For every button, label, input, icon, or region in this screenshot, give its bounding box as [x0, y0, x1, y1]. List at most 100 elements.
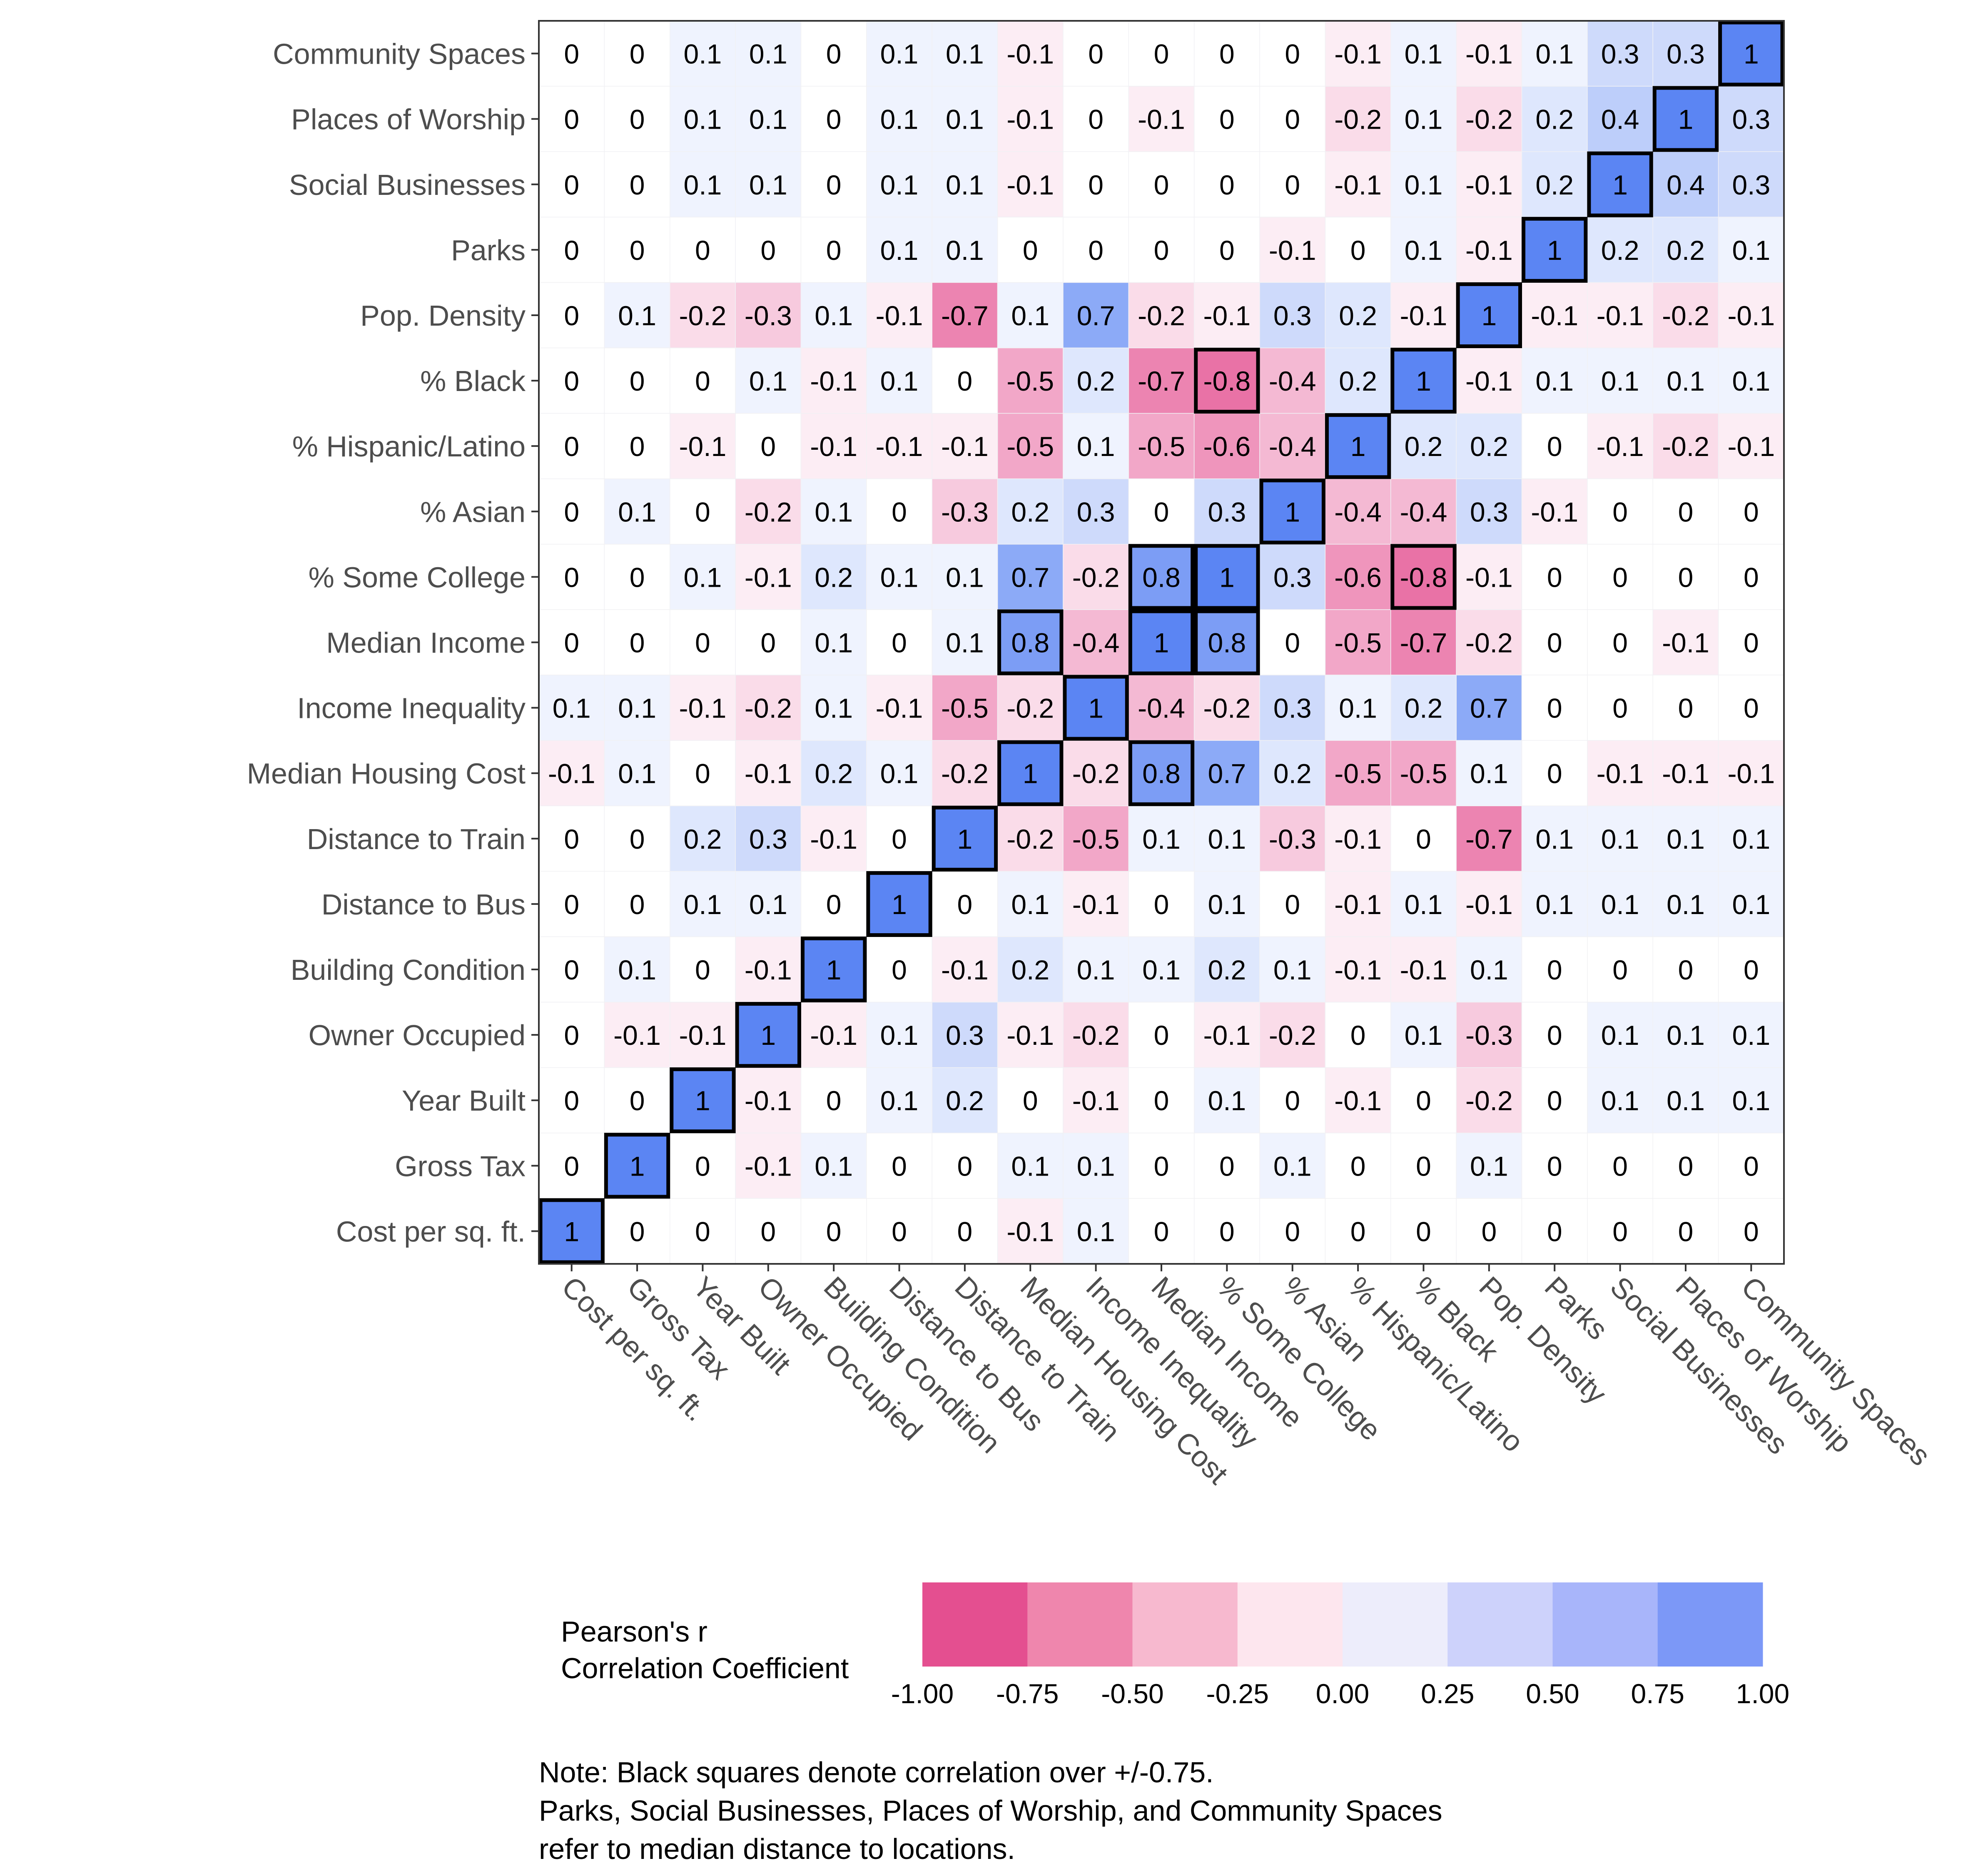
cell-value-label: 0.3 [1732, 169, 1770, 200]
highlight-square [1652, 86, 1719, 152]
heatmap-cell [932, 282, 998, 349]
cell-value-label: 1 [1154, 628, 1169, 658]
heatmap-cell [1456, 478, 1522, 545]
heatmap-cell [1718, 217, 1784, 283]
heatmap-cell [800, 1198, 867, 1264]
cell-value-label: -0.1 [745, 954, 792, 985]
cell-value-label: 0.1 [1601, 824, 1639, 855]
cell-value-label: 0.1 [880, 39, 919, 70]
cell-value-label: 0 [564, 954, 579, 985]
cell-value-label: 0 [564, 628, 579, 658]
heatmap-cell [538, 740, 605, 807]
cell-value-label: 0.3 [1273, 693, 1312, 724]
cell-value-label: -0.5 [1138, 431, 1185, 462]
heatmap-cell [1390, 413, 1457, 479]
heatmap-cell [1718, 1198, 1784, 1264]
cell-value-label: -0.1 [1006, 1216, 1054, 1247]
cell-value-label: 0.1 [1667, 889, 1705, 920]
heatmap-cell [604, 805, 670, 872]
cell-value-label: 0 [1678, 1216, 1694, 1247]
cell-value-label: 0 [760, 235, 776, 266]
cell-value-label: 0 [564, 1151, 579, 1181]
cell-value-label: 0.8 [1142, 562, 1181, 593]
highlight-square [932, 805, 998, 872]
cell-value-label: -0.2 [1138, 300, 1185, 331]
cell-value-label: -0.1 [1531, 300, 1578, 331]
heatmap-cell [1128, 347, 1195, 414]
cell-value-label: 0 [1285, 104, 1300, 135]
cell-value-label: 0.1 [1405, 235, 1443, 266]
cell-value-label: -0.2 [1662, 431, 1709, 462]
heatmap-cell [1063, 740, 1129, 807]
legend-tick-label: 0.25 [1421, 1678, 1474, 1709]
cell-value-label: 0.2 [1011, 496, 1049, 527]
heatmap-cell [1325, 1198, 1391, 1264]
heatmap-cell [1193, 1133, 1260, 1199]
cell-value-label: 0.1 [1732, 1020, 1770, 1051]
heatmap-cell [1259, 86, 1326, 152]
legend-tick-label: -1.00 [891, 1678, 954, 1709]
cell-value-label: 0 [1154, 889, 1169, 920]
cell-value-label: 0 [1285, 169, 1300, 200]
cell-value-label: 0.8 [1208, 628, 1246, 658]
cell-value-label: 0 [1219, 39, 1235, 70]
cell-value-label: -0.1 [1727, 431, 1775, 462]
cell-value-label: 0 [1481, 1216, 1497, 1247]
cell-value-label: 0 [1154, 1085, 1169, 1116]
cell-value-label: 0 [1219, 104, 1235, 135]
heatmap-cell [997, 740, 1064, 807]
heatmap-cell [1325, 478, 1391, 545]
cell-value-label: 0 [1285, 1085, 1300, 1116]
heatmap-cell [1128, 413, 1195, 479]
heatmap-cell [800, 151, 867, 218]
cell-value-label: 0.1 [553, 693, 591, 724]
heatmap-cell [800, 871, 867, 937]
cell-value-label: -0.1 [810, 824, 857, 855]
cell-value-label: -0.8 [1400, 562, 1447, 593]
heatmap-cell [1128, 871, 1195, 937]
heatmap-cell [997, 1198, 1064, 1264]
heatmap-cell [800, 282, 867, 349]
cell-value-label: -0.7 [941, 300, 989, 331]
heatmap-cell [997, 347, 1064, 414]
cell-value-label: 0 [1612, 562, 1628, 593]
heatmap-cell [1193, 1198, 1260, 1264]
cell-value-label: 0.1 [1732, 235, 1770, 266]
cell-value-label: -0.4 [1269, 366, 1316, 396]
heatmap-cell [1259, 20, 1326, 87]
heatmap-cell [735, 1067, 802, 1134]
cell-value-label: -0.1 [745, 562, 792, 593]
heatmap-cell [538, 282, 605, 349]
cell-value-label: 0 [1219, 1151, 1235, 1181]
heatmap-cell [735, 413, 802, 479]
cell-value-label: 0 [1088, 235, 1104, 266]
cell-value-label: -0.1 [1334, 169, 1382, 200]
heatmap-cell [538, 478, 605, 545]
highlight-square [1390, 348, 1457, 414]
cell-value-label: 0.1 [880, 104, 919, 135]
y-tick-label-social-businesses: Social Businesses [289, 169, 526, 201]
cell-value-label: -0.1 [1269, 235, 1316, 266]
heatmap-cell [932, 871, 998, 937]
heatmap-cell [1193, 1002, 1260, 1068]
y-tick-label-pct-some-college: % Some College [309, 561, 526, 593]
heatmap-cell [1325, 413, 1391, 479]
highlight-borders [538, 20, 1784, 1264]
cell-value-label: 0.1 [1732, 366, 1770, 396]
heatmap-cell [735, 675, 802, 741]
heatmap-cell [735, 217, 802, 283]
heatmap-cell [1521, 478, 1588, 545]
heatmap-cell [1456, 675, 1522, 741]
heatmap-cell [1521, 544, 1588, 610]
cell-value-label: 0.2 [815, 562, 853, 593]
cell-value-label: 0.1 [1667, 1020, 1705, 1051]
heatmap-cell [1587, 1067, 1654, 1134]
highlight-square [1128, 544, 1195, 610]
heatmap-cell [1128, 609, 1195, 675]
cell-value-label: 0 [630, 104, 645, 135]
cell-value-label: 0.1 [946, 562, 984, 593]
heatmap-cell [1587, 740, 1654, 807]
cell-value-label: 0 [957, 366, 973, 396]
cell-value-label: -0.2 [1203, 693, 1251, 724]
y-tick-label-places-of-worship: Places of Worship [291, 103, 526, 136]
